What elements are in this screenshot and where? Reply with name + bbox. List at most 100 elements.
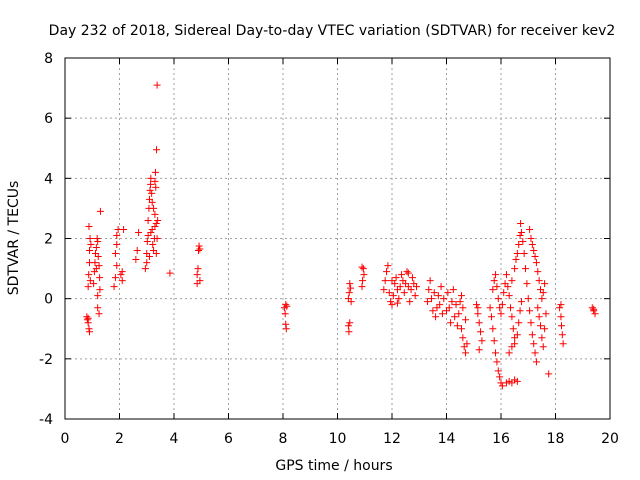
data-point <box>193 271 201 279</box>
data-point <box>426 277 434 285</box>
data-point <box>513 377 521 385</box>
data-point <box>545 370 553 378</box>
data-point <box>83 313 91 321</box>
data-point <box>507 304 515 312</box>
data-point <box>94 238 102 246</box>
data-point <box>133 247 141 255</box>
data-point <box>541 325 549 333</box>
data-point <box>113 241 121 249</box>
data-point <box>91 259 99 267</box>
data-point <box>346 319 354 327</box>
data-point <box>438 310 446 318</box>
data-point <box>542 310 550 318</box>
data-point <box>194 265 202 273</box>
data-point <box>493 283 501 291</box>
data-point <box>143 259 151 267</box>
data-point <box>502 271 510 279</box>
data-point <box>505 292 513 300</box>
data-point <box>511 340 519 348</box>
data-point <box>500 289 508 297</box>
data-point <box>512 256 520 264</box>
data-point <box>475 319 483 327</box>
data-point <box>559 340 567 348</box>
x-tick-label: 20 <box>601 431 619 447</box>
y-tick-label: -4 <box>39 412 53 428</box>
data-point <box>541 280 549 288</box>
data-point <box>497 310 505 318</box>
data-point <box>430 289 438 297</box>
data-point <box>444 289 452 297</box>
data-point <box>281 310 289 318</box>
data-point <box>392 274 400 282</box>
data-point <box>359 277 367 285</box>
data-point <box>148 198 156 206</box>
data-point <box>345 289 353 297</box>
data-point <box>358 283 366 291</box>
data-point <box>456 298 464 306</box>
data-point <box>457 325 465 333</box>
y-tick-label: -2 <box>39 352 53 368</box>
data-point <box>92 265 100 273</box>
data-point <box>117 271 125 279</box>
data-point <box>118 268 126 276</box>
data-point <box>153 81 161 89</box>
data-point <box>96 286 104 294</box>
data-point <box>492 349 500 357</box>
data-point <box>475 346 483 354</box>
data-point <box>389 292 397 300</box>
data-point <box>538 334 546 342</box>
data-points <box>83 81 599 390</box>
data-point <box>487 313 495 321</box>
data-point <box>429 307 437 315</box>
data-point <box>489 325 497 333</box>
x-tick-label: 6 <box>224 431 233 447</box>
data-point <box>85 222 93 230</box>
data-point <box>110 283 118 291</box>
data-point <box>498 301 506 309</box>
data-point <box>474 310 482 318</box>
data-point <box>494 367 502 375</box>
data-point <box>532 259 540 267</box>
data-point <box>556 304 564 312</box>
data-point <box>347 284 355 292</box>
data-point <box>513 331 521 339</box>
data-point <box>118 277 126 285</box>
data-point <box>408 274 416 282</box>
data-point <box>196 277 204 285</box>
data-point <box>196 245 204 253</box>
data-point <box>393 299 401 307</box>
data-point <box>383 268 391 276</box>
data-point <box>434 292 442 300</box>
data-point <box>282 301 290 309</box>
data-point <box>111 274 119 282</box>
data-point <box>96 207 104 215</box>
data-point <box>86 328 94 336</box>
data-point <box>388 301 396 309</box>
data-point <box>508 277 516 285</box>
data-point <box>437 283 445 291</box>
data-point <box>513 250 521 258</box>
data-point <box>531 349 539 357</box>
y-tick-label: 8 <box>44 51 53 67</box>
x-axis-label: GPS time / hours <box>275 458 392 474</box>
data-point <box>527 319 535 327</box>
data-point <box>457 292 465 300</box>
data-point <box>120 225 128 233</box>
data-point <box>517 228 525 236</box>
data-point <box>411 292 419 300</box>
data-point <box>147 180 155 188</box>
data-point <box>151 210 159 218</box>
data-point <box>492 271 500 279</box>
data-point <box>590 305 598 313</box>
data-point <box>530 340 538 348</box>
data-point <box>557 313 565 321</box>
data-point <box>85 271 93 279</box>
plot-frame <box>64 57 611 420</box>
data-point <box>152 219 160 227</box>
chart-title: Day 232 of 2018, Sidereal Day-to-day VTE… <box>49 23 616 39</box>
data-point <box>153 146 161 154</box>
data-point <box>472 301 480 309</box>
data-point <box>282 320 290 328</box>
data-point <box>380 286 388 294</box>
data-point <box>388 277 396 285</box>
